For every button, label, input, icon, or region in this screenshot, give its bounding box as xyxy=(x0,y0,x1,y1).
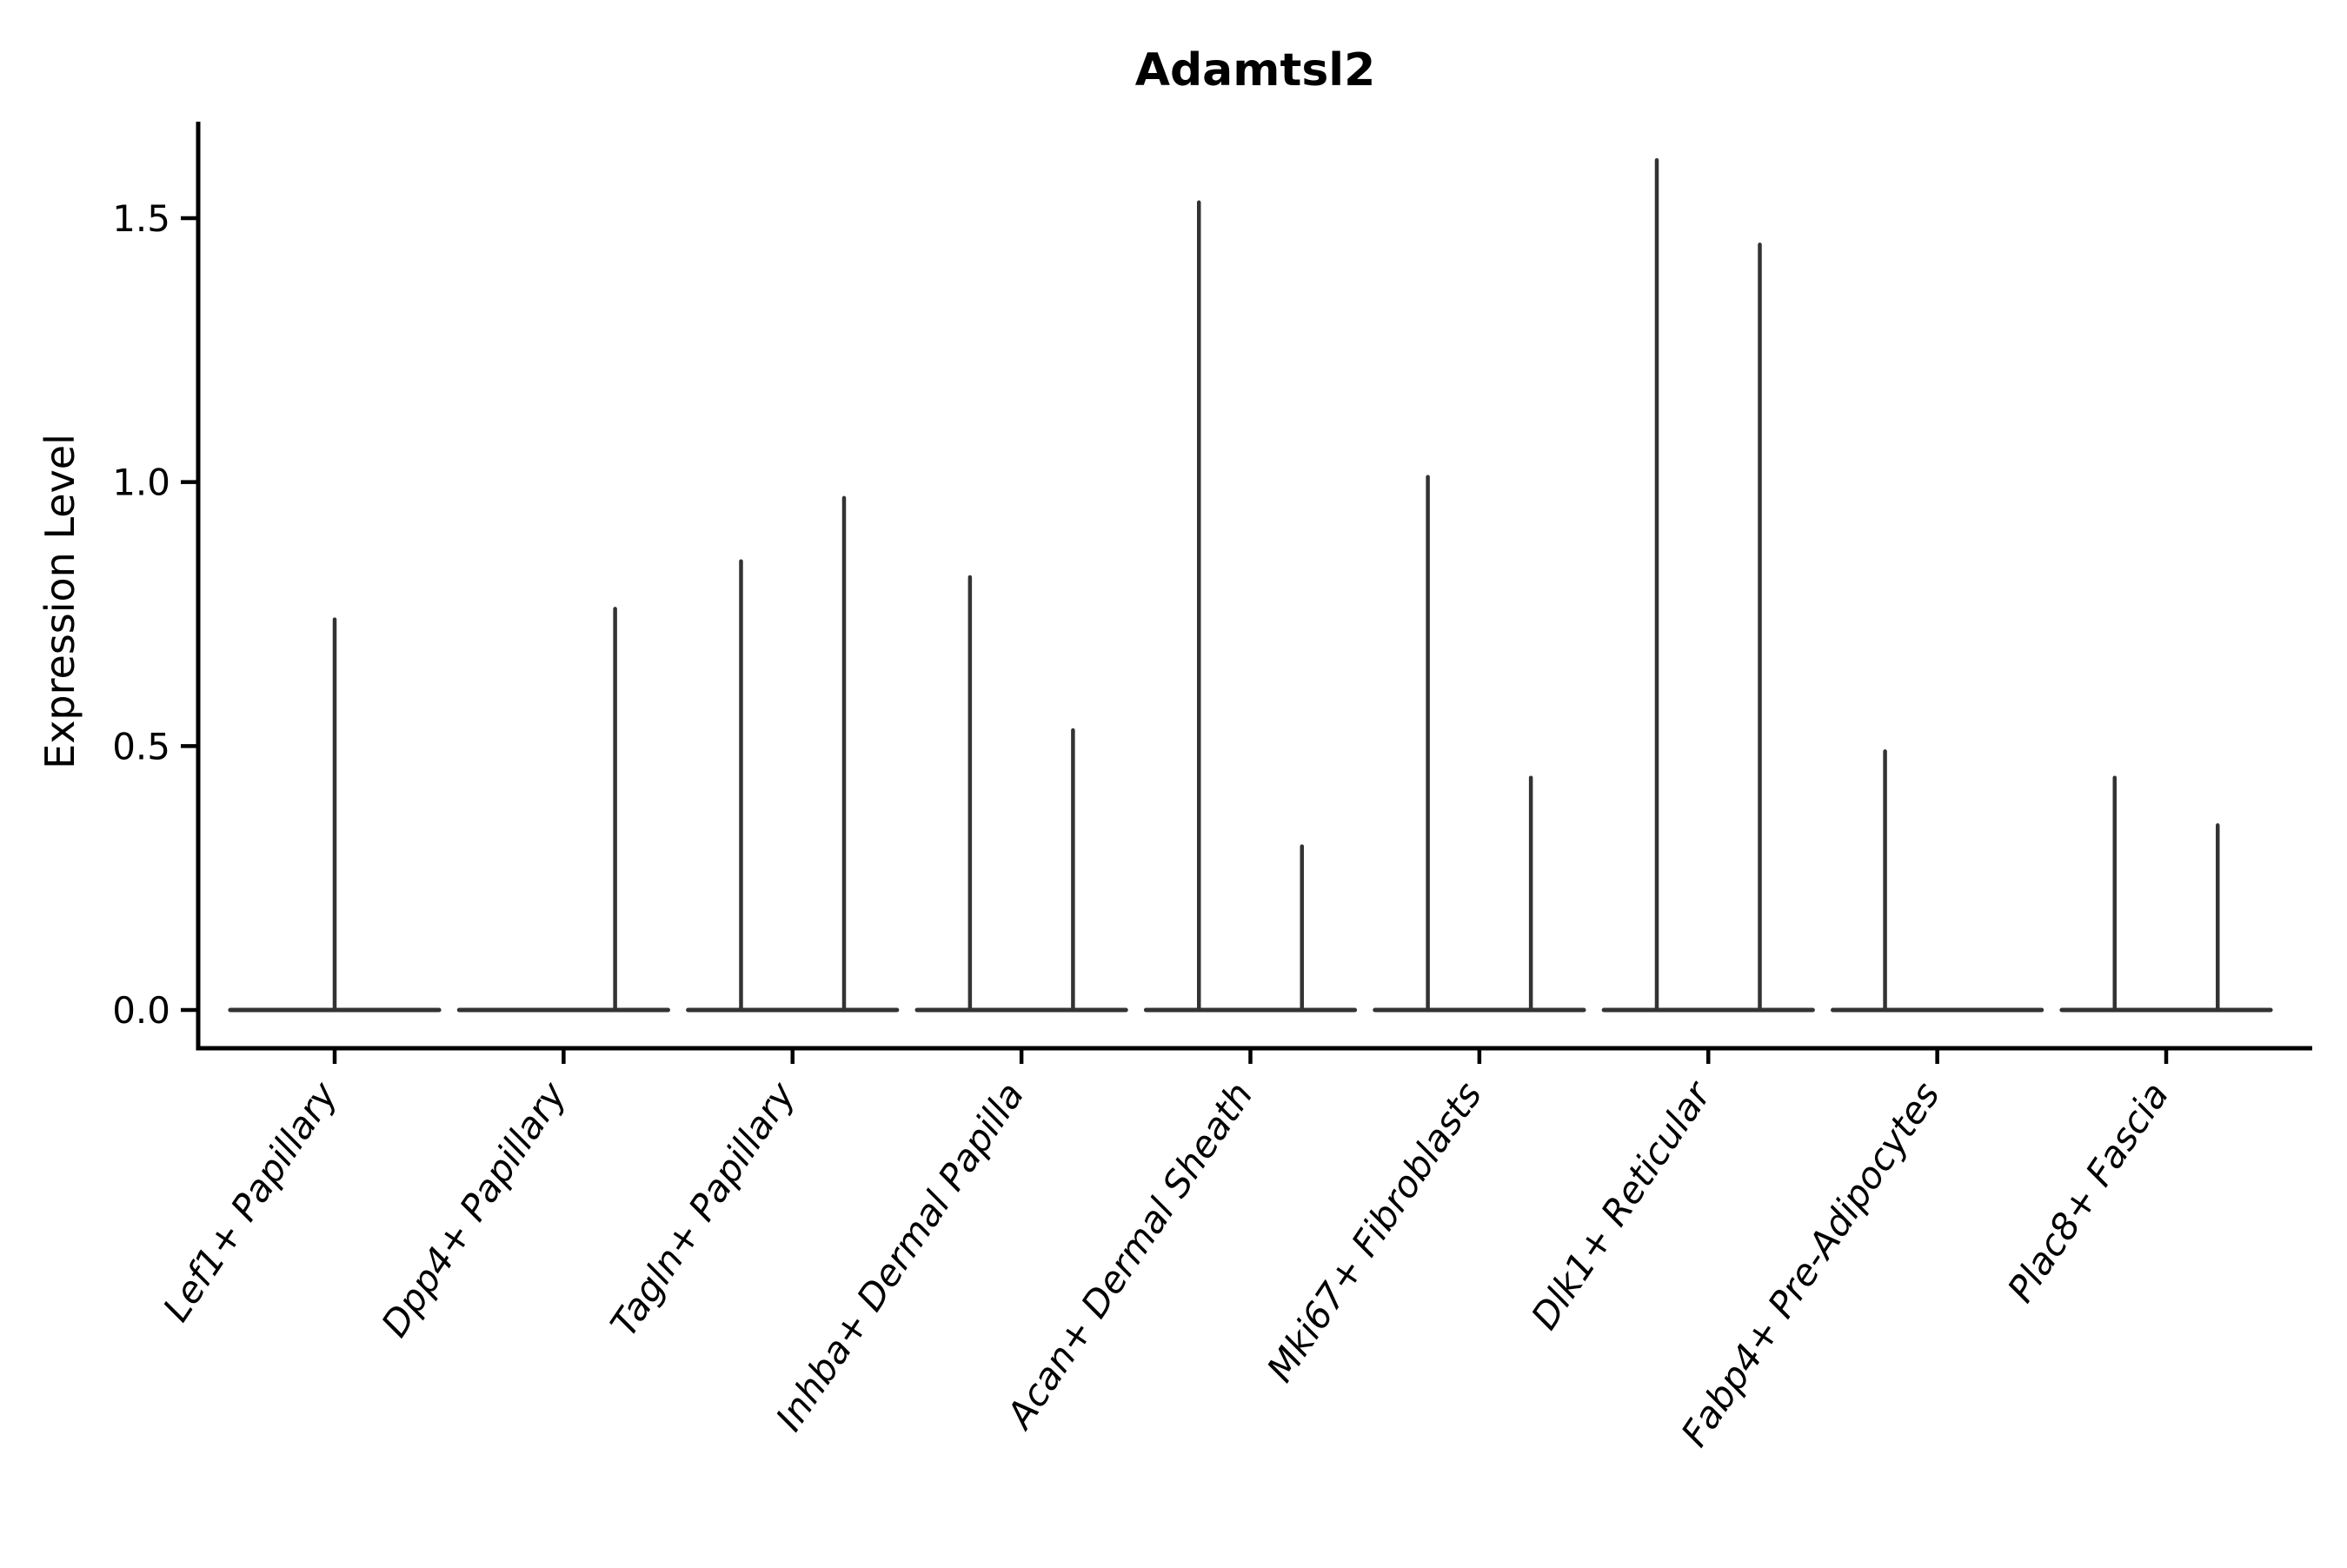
y-tick-label: 1.5 xyxy=(112,197,170,240)
x-tick-label: Fabp4+ Pre-Adipocytes xyxy=(1672,1074,1948,1454)
chart-title: Adamtsl2 xyxy=(1135,44,1376,96)
x-tick-label: Dlk1+ Reticular xyxy=(1523,1073,1720,1337)
x-tick-label: Mki67+ Fibroblasts xyxy=(1259,1074,1491,1389)
plot-area: 0.0 0.5 1.0 1.5 Lef1+ Papillary Dpp4+ Papilla… xyxy=(112,122,2312,1454)
x-tick-label: Dpp4+ Papillary xyxy=(373,1073,575,1344)
x-tick-label: Inhba+ Dermal Papilla xyxy=(768,1074,1033,1438)
x-tick-label: Lef1+ Papillary xyxy=(155,1073,346,1329)
x-tick-label: Tagln+ Papillary xyxy=(602,1073,804,1344)
y-tick-label: 0.0 xyxy=(112,989,170,1032)
y-tick-label: 1.0 xyxy=(112,462,170,504)
y-tick-label: 0.5 xyxy=(112,725,170,767)
x-tick-label: Acan+ Dermal Sheath xyxy=(997,1074,1261,1438)
axis-spine xyxy=(196,122,2312,1051)
x-tick-label: Plac8+ Fascia xyxy=(1999,1074,2177,1310)
y-axis-label: Expression Level xyxy=(37,434,83,769)
